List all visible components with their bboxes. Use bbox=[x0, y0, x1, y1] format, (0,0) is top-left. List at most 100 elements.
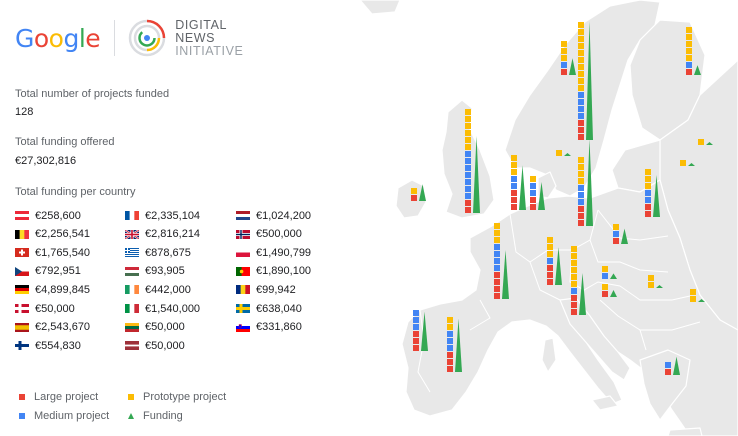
country-row: €1,540,000 bbox=[125, 302, 200, 315]
project-square bbox=[556, 150, 562, 156]
marker-france[interactable] bbox=[494, 223, 509, 299]
project-square bbox=[578, 99, 584, 105]
country-amount: €1,890,100 bbox=[256, 265, 312, 278]
project-square bbox=[686, 48, 692, 54]
project-square bbox=[465, 144, 471, 150]
marker-denmark[interactable] bbox=[556, 150, 571, 156]
funding-triangle bbox=[421, 311, 428, 351]
marker-lithuania[interactable] bbox=[698, 139, 713, 145]
project-square bbox=[571, 281, 577, 287]
project-square bbox=[578, 120, 584, 126]
country-row: €792,951 bbox=[15, 265, 81, 278]
funding-triangle bbox=[564, 153, 571, 156]
land-sicily bbox=[591, 395, 619, 411]
project-square bbox=[465, 109, 471, 115]
flag-united-kingdom-icon bbox=[125, 229, 139, 239]
legend-prototype: Prototype project bbox=[128, 391, 226, 403]
flag-france-icon bbox=[125, 211, 139, 220]
dni-line-2: NEWS bbox=[175, 30, 216, 45]
marker-sweden[interactable] bbox=[578, 21, 593, 140]
project-square bbox=[686, 62, 692, 68]
marker-poland[interactable] bbox=[645, 169, 660, 217]
flag-greece-icon bbox=[125, 248, 139, 258]
flag-poland-icon bbox=[236, 248, 250, 258]
marker-netherlands[interactable] bbox=[530, 176, 545, 210]
marker-czech-republic[interactable] bbox=[613, 224, 628, 244]
funding-triangle bbox=[579, 273, 586, 315]
country-amount: €2,543,670 bbox=[35, 321, 91, 334]
project-square bbox=[530, 183, 536, 189]
project-square bbox=[561, 69, 567, 75]
marker-greece[interactable] bbox=[665, 356, 680, 375]
flag-norway-icon bbox=[236, 229, 250, 239]
project-square bbox=[571, 309, 577, 315]
project-square bbox=[561, 55, 567, 61]
project-square bbox=[613, 224, 619, 230]
project-square bbox=[578, 29, 584, 35]
country-row: €258,600 bbox=[15, 209, 81, 222]
project-square bbox=[547, 251, 553, 257]
flag-denmark-icon bbox=[15, 304, 29, 313]
project-square bbox=[511, 204, 517, 210]
country-row: €554,830 bbox=[15, 339, 81, 352]
flag-switzerland-icon bbox=[15, 248, 29, 258]
funding-triangle bbox=[610, 273, 617, 279]
marker-hungary[interactable] bbox=[648, 275, 663, 288]
marker-germany[interactable] bbox=[578, 139, 593, 226]
country-row: €50,000 bbox=[15, 302, 75, 315]
funding-triangle bbox=[706, 142, 713, 145]
project-square bbox=[411, 188, 417, 194]
project-square bbox=[690, 289, 696, 295]
funding-triangle bbox=[698, 299, 705, 302]
country-amount: €1,490,799 bbox=[256, 246, 312, 259]
marker-united-kingdom[interactable] bbox=[465, 109, 480, 213]
project-square bbox=[571, 253, 577, 259]
flag-belgium-icon bbox=[15, 229, 29, 239]
marker-italy[interactable] bbox=[571, 246, 586, 315]
marker-finland[interactable] bbox=[686, 27, 701, 75]
project-square bbox=[578, 64, 584, 70]
project-square bbox=[413, 324, 419, 330]
flag-czech-republic-icon bbox=[15, 266, 29, 276]
country-amount: €638,040 bbox=[256, 302, 302, 315]
project-square bbox=[530, 176, 536, 182]
marker-latvia[interactable] bbox=[680, 160, 695, 166]
marker-norway[interactable] bbox=[561, 41, 576, 75]
funding-triangle bbox=[694, 65, 701, 75]
project-square bbox=[613, 231, 619, 237]
project-square bbox=[447, 345, 453, 351]
project-square bbox=[494, 279, 500, 285]
funding-triangle bbox=[519, 165, 526, 210]
marker-austria[interactable] bbox=[602, 266, 617, 279]
project-square bbox=[413, 317, 419, 323]
projects-label: Total number of projects funded bbox=[15, 88, 170, 100]
per-country-label: Total funding per country bbox=[15, 186, 136, 198]
project-square bbox=[547, 237, 553, 243]
project-square bbox=[578, 199, 584, 205]
project-square bbox=[578, 36, 584, 42]
legend-large-label: Large project bbox=[34, 391, 99, 403]
marker-slovenia[interactable] bbox=[602, 284, 617, 297]
marker-portugal[interactable] bbox=[413, 310, 428, 351]
marker-romania[interactable] bbox=[690, 289, 705, 302]
brand-divider bbox=[114, 20, 116, 56]
marker-belgium[interactable] bbox=[511, 155, 526, 210]
funding-triangle bbox=[419, 184, 426, 201]
flag-italy-icon bbox=[125, 304, 139, 313]
country-amount: €4,899,845 bbox=[35, 283, 91, 296]
project-square bbox=[465, 179, 471, 185]
flag-finland-icon bbox=[15, 341, 29, 351]
marker-ireland[interactable] bbox=[411, 184, 426, 201]
project-square bbox=[494, 258, 500, 264]
project-square bbox=[465, 193, 471, 199]
country-amount: €50,000 bbox=[145, 339, 185, 352]
project-square bbox=[547, 272, 553, 278]
marker-switzerland[interactable] bbox=[547, 237, 562, 285]
flag-spain-icon bbox=[15, 322, 29, 332]
marker-spain[interactable] bbox=[447, 317, 462, 372]
country-row: €2,256,541 bbox=[15, 228, 90, 241]
country-row: €442,000 bbox=[125, 283, 191, 296]
country-row: €99,942 bbox=[236, 283, 296, 296]
funding-value: €27,302,816 bbox=[15, 155, 77, 167]
project-square bbox=[494, 293, 500, 299]
